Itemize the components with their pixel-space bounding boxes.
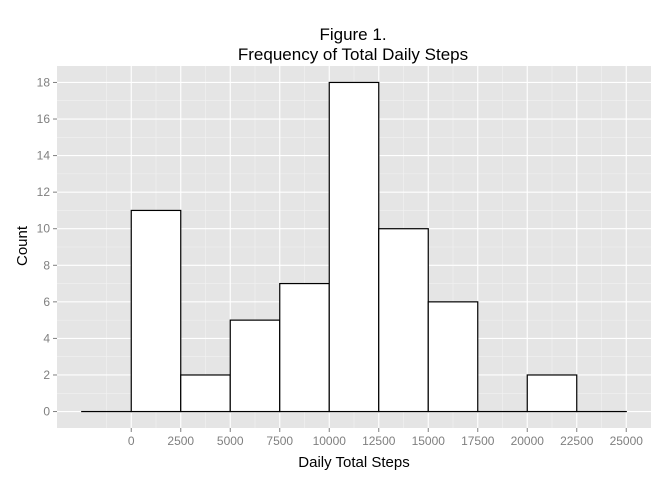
x-tick-label: 12500: [362, 434, 396, 448]
y-axis-label: Count: [14, 225, 31, 266]
y-tick-label: 16: [37, 112, 51, 126]
histogram-bar: [230, 320, 280, 411]
x-tick-label: 20000: [511, 434, 545, 448]
x-tick-label: 5000: [217, 434, 244, 448]
histogram-bar: [527, 375, 577, 412]
x-tick-label: 22500: [560, 434, 594, 448]
y-tick-label: 14: [37, 149, 51, 163]
y-tick-label: 8: [43, 258, 50, 272]
histogram-bar: [280, 284, 330, 412]
y-tick-label: 0: [43, 405, 50, 419]
x-axis-ticks: 0 2500 5000 7500 10000 12500 15000 17500 20000 22…: [128, 428, 643, 448]
y-tick-label: 6: [43, 295, 50, 309]
chart-title-line2: Frequency of Total Daily Steps: [238, 45, 468, 64]
histogram-bar: [181, 375, 231, 412]
y-tick-label: 10: [37, 222, 51, 236]
histogram-bar: [131, 210, 181, 411]
chart-title-line1: Figure 1.: [319, 25, 386, 44]
y-tick-label: 12: [37, 185, 51, 199]
x-axis-label: Daily Total Steps: [298, 454, 409, 471]
x-tick-label: 0: [128, 434, 135, 448]
histogram-bar: [379, 229, 429, 412]
x-tick-label: 7500: [266, 434, 293, 448]
x-tick-label: 15000: [412, 434, 446, 448]
x-tick-label: 2500: [167, 434, 194, 448]
y-axis-ticks: 0 2 4 6 8 10 12 14 16 18: [37, 75, 57, 418]
x-tick-label: 10000: [313, 434, 347, 448]
y-tick-label: 2: [43, 368, 50, 382]
histogram-bar: [329, 82, 379, 411]
histogram-bar: [428, 302, 478, 412]
x-tick-label: 17500: [461, 434, 495, 448]
y-tick-label: 4: [43, 331, 50, 345]
y-tick-label: 18: [37, 75, 51, 89]
x-tick-label: 25000: [610, 434, 644, 448]
